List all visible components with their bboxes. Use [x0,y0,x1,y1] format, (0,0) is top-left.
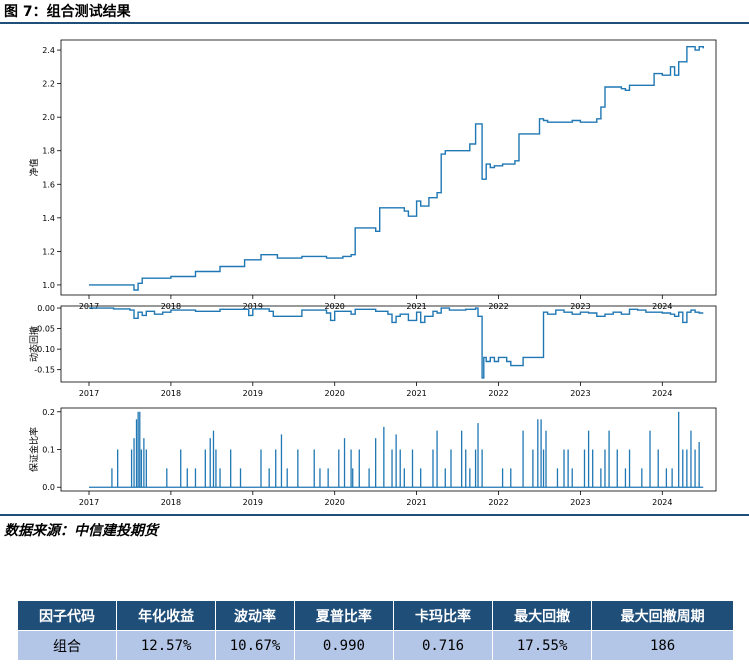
x-tick-label: 2020 [325,302,345,311]
title-rule [0,22,749,24]
x-tick-label: 2021 [406,389,426,398]
header-calmar: 卡玛比率 [392,600,494,631]
x-tick-label: 2020 [325,389,345,398]
x-tick-label: 2022 [488,498,508,507]
x-tick-label: 2023 [570,498,590,507]
x-tick-label: 2019 [243,389,263,398]
charts-svg: 2017 2018 2019 2020 2021 2022 2023 2024 1.0 1.2 1.… [28,39,717,507]
y-tick-label: 0.00 [37,304,55,313]
x-tick-label: 2019 [243,302,263,311]
margin-chart: 2017 2018 2019 2020 2021 2022 2023 2024 0.2 0.1 0.… [28,407,717,507]
y-tick-label: 2.2 [42,80,55,89]
y-tick-label: 0.2 [42,408,55,417]
x-tick-label: 2023 [570,302,590,311]
x-tick-label: 2017 [79,389,99,398]
cell-factor-code: 组合 [16,630,118,661]
x-tick-label: 2020 [325,498,345,507]
series-line [89,307,704,379]
header-factor-code: 因子代码 [16,600,118,631]
y-axis-label: 动态回撤 [28,326,40,362]
x-tick-label: 2018 [161,498,181,507]
header-max-drawdown-period: 最大回撤周期 [591,600,734,631]
y-tick-label: -0.05 [34,325,55,334]
header-sharpe: 夏普比率 [293,600,394,631]
y-tick-label: -0.10 [34,345,55,354]
x-tick-label: 2024 [652,498,672,507]
y-tick-label: 1.6 [42,180,55,189]
y-tick-label: 1.4 [42,214,55,223]
x-tick-label: 2023 [570,389,590,398]
y-tick-label: 1.8 [42,147,55,156]
cell-max-drawdown: 17.55% [492,630,593,661]
drawdown-chart: 2017 2018 2019 2020 2021 2022 2023 2024 0.00 -0.0… [28,304,717,398]
nav-chart-frame [60,39,717,296]
x-tick-label: 2024 [652,302,672,311]
x-tick-label: 2019 [243,498,263,507]
y-axis-label: 净值 [28,158,40,176]
y-tick-label: 2.0 [42,113,55,122]
y-tick-label: 1.0 [42,281,55,290]
figure-title: 图 7：组合测试结果 [4,4,131,20]
metrics-header-row: 因子代码 年化收益 波动率 夏普比率 卡玛比率 最大回撤 最大回撤周期 [16,600,734,631]
header-volatility: 波动率 [215,600,295,631]
y-tick-label: 0.1 [42,446,55,455]
header-annual-return: 年化收益 [116,600,217,631]
cell-max-drawdown-period: 186 [591,630,734,661]
cell-calmar: 0.716 [392,630,494,661]
x-tick-label: 2022 [488,302,508,311]
x-tick-label: 2017 [79,302,99,311]
y-axis-label: 保证金比率 [28,427,40,472]
source-rule [0,514,749,516]
y-tick-label: -0.15 [34,366,55,375]
x-tick-label: 2018 [161,302,181,311]
y-tick-label: 2.4 [42,46,55,55]
header-max-drawdown: 最大回撤 [492,600,593,631]
x-tick-label: 2021 [406,498,426,507]
series-line [89,46,704,291]
x-tick-label: 2018 [161,389,181,398]
metrics-table: 因子代码 年化收益 波动率 夏普比率 卡玛比率 最大回撤 最大回撤周期 组合 1… [16,600,734,661]
y-tick-label: 0.0 [42,483,55,492]
x-tick-label: 2024 [652,389,672,398]
x-tick-label: 2017 [79,498,99,507]
cell-volatility: 10.67% [215,630,295,661]
drawdown-chart-frame [60,305,717,383]
y-tick-label: 1.2 [42,247,55,256]
nav-chart: 2017 2018 2019 2020 2021 2022 2023 2024 1.0 1.2 1.… [28,39,717,311]
cell-sharpe: 0.990 [293,630,394,661]
x-tick-label: 2021 [406,302,426,311]
source-note: 数据来源：中信建投期货 [4,523,158,539]
metrics-row: 组合 12.57% 10.67% 0.990 0.716 17.55% 186 [16,630,734,661]
cell-annual-return: 12.57% [116,630,217,661]
x-tick-label: 2022 [488,389,508,398]
